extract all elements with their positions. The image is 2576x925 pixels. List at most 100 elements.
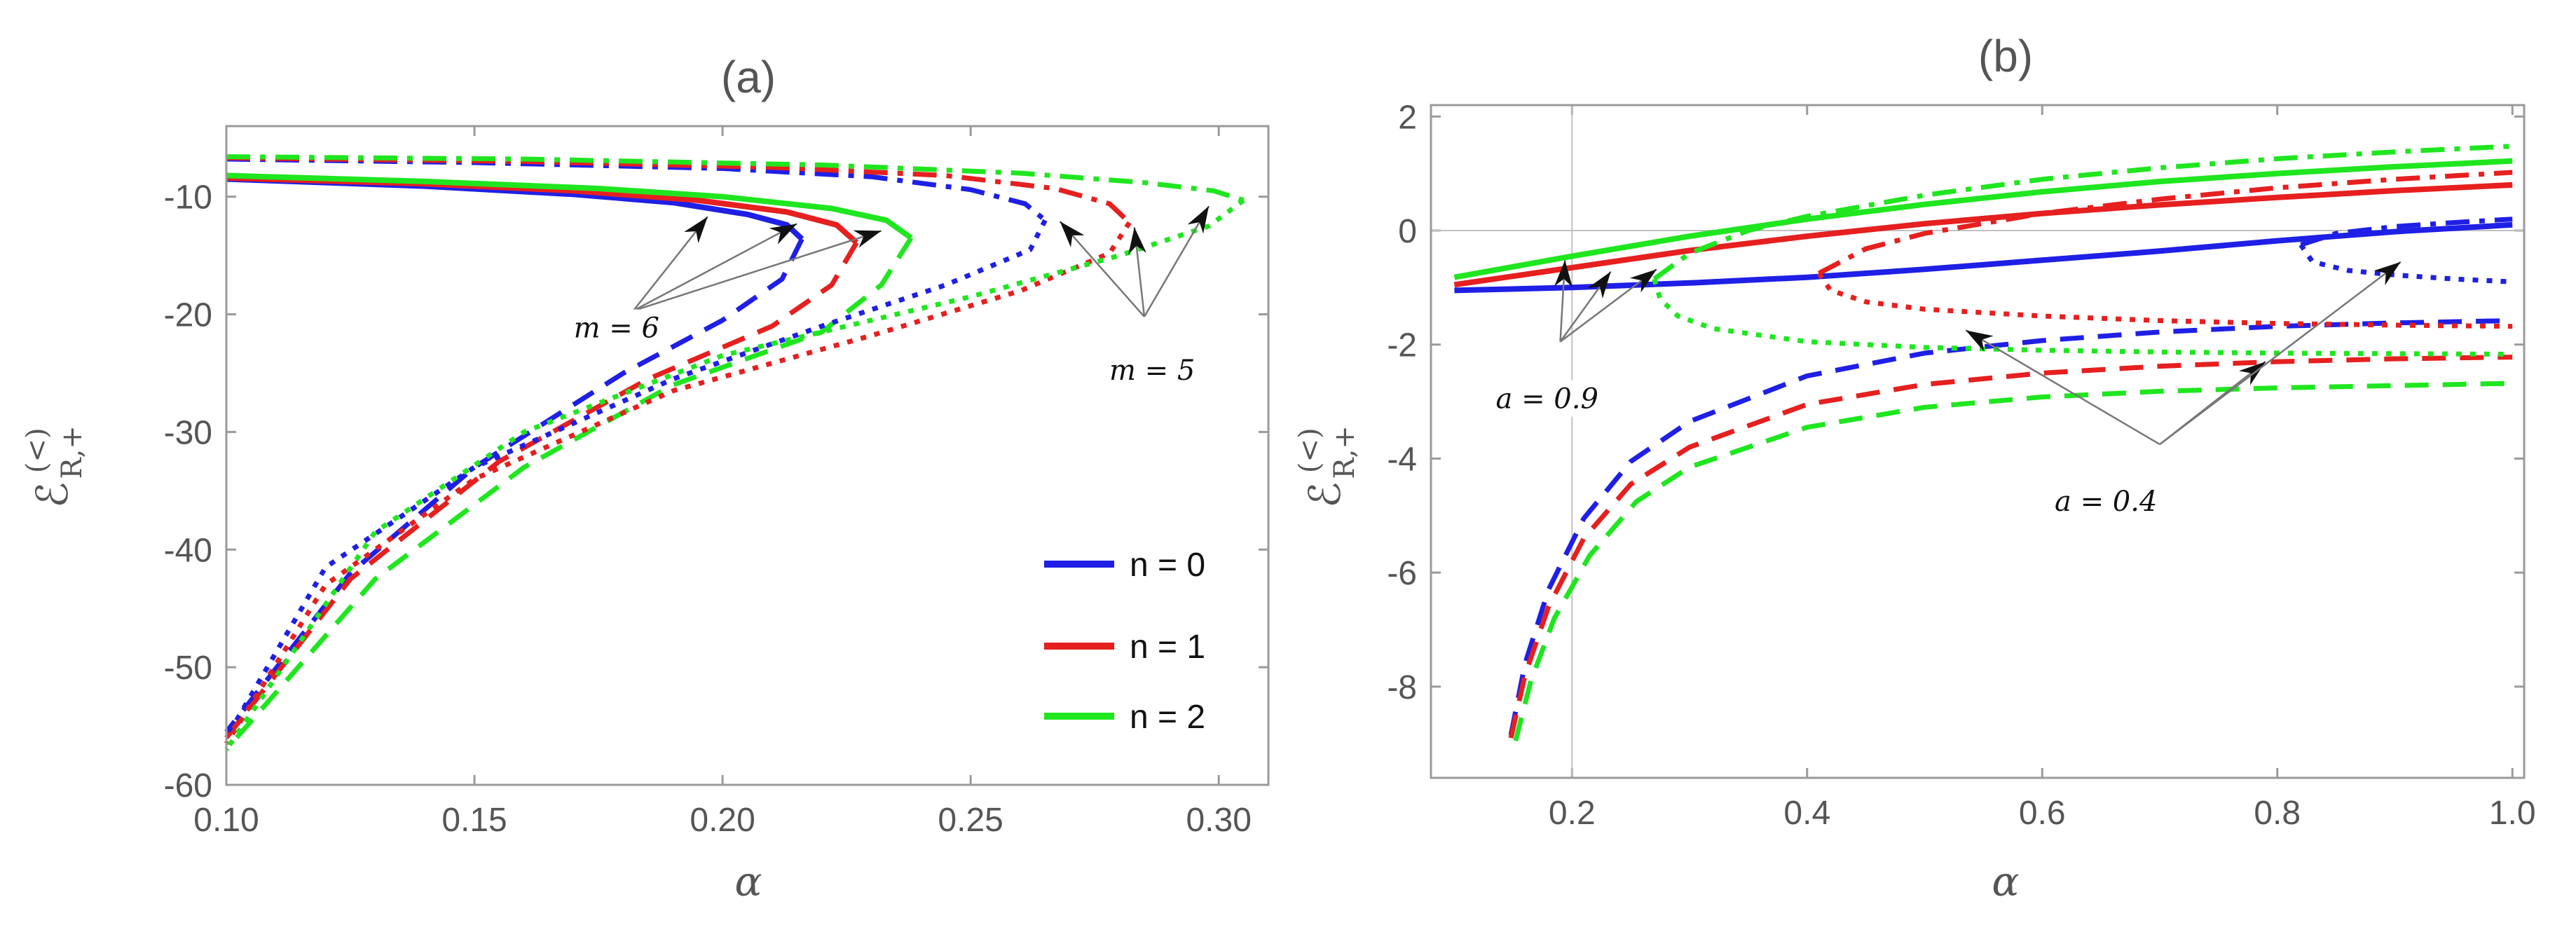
annotation-arrow-line [632, 216, 708, 312]
panel-a-tick-marks [225, 126, 1268, 786]
panel-b-series-group [1453, 144, 2513, 741]
annotation-arrow-head [1629, 269, 1657, 293]
annotation-arrow-head [1554, 260, 1573, 287]
panel-a-annotations: m = 6 m = 5 [568, 205, 1210, 388]
x-tick-label: 0.20 [690, 802, 755, 839]
series-line-n-0-m-6-lower [224, 238, 804, 734]
series-line-n-2-a-0-4-dotted [1652, 278, 2513, 357]
panel-a-x-axis-label: α [734, 858, 762, 905]
y-tick-label: -30 [164, 414, 212, 451]
series-line-n-2-a-0-9-solid [1453, 158, 2513, 280]
y-tick-label: 0 [1398, 213, 1417, 250]
panel-b-plot-frame [1430, 104, 2526, 779]
x-tick-label: 0.8 [2254, 795, 2301, 832]
x-tick-label: 1.0 [2489, 795, 2536, 832]
panel-a-ylabel-sup: (<) [21, 427, 53, 473]
annotation-arrow-line [2159, 261, 2402, 446]
series-line-n-2-m-6-upper [226, 172, 913, 240]
panel-a-ylabel-main: ℰ [27, 481, 78, 508]
y-tick-label: -2 [1387, 327, 1417, 364]
annotation-arrow-head [1060, 221, 1085, 248]
x-tick-label: 0.6 [2019, 795, 2066, 832]
annotation-label-bg [2049, 483, 2183, 520]
annotation-arrow-line [1965, 329, 2160, 446]
annotation-arrow-head [1187, 206, 1210, 234]
x-tick-label: 0.30 [1186, 802, 1251, 839]
annotation-arrow-line [1559, 268, 1657, 343]
y-tick-label: -50 [164, 650, 212, 687]
annotation-arrow-head [2373, 261, 2401, 286]
annotation-label-bg [568, 309, 667, 346]
panel-b-x-tick-labels: 0.2 0.4 0.6 0.8 1.0 [1549, 795, 2536, 832]
panel-a-series-group [224, 154, 1245, 751]
annotation-arrow-line [1059, 221, 1145, 317]
annotation-label: m = 5 [1109, 355, 1195, 387]
series-line-n-0-a-0-9-dashed [1508, 318, 2513, 736]
annotation-arrow-head [684, 217, 708, 244]
series-line-n-1-m-6-lower [224, 241, 859, 740]
panel-b-annotations: a = 0.9 a = 0.4 [1490, 260, 2402, 520]
panel-b-reference-lines [1431, 105, 2524, 778]
series-line-n-2-m-5-upper [226, 154, 1245, 203]
annotation-label: a = 0.9 [1496, 383, 1598, 416]
y-tick-label: -10 [164, 179, 212, 217]
svg-text:ℰ R,+ (<): ℰ R,+ (<) [21, 423, 88, 508]
panel-a-y-axis-label: ℰ R,+ (<) [21, 423, 88, 508]
panel-b-y-tick-labels: -8 -6 -4 -2 0 2 [1387, 99, 1417, 706]
annotation-arrow-line [1143, 205, 1210, 317]
x-tick-label: 0.4 [1783, 795, 1830, 832]
series-line-n-1-m-5-lower [224, 221, 1132, 746]
y-tick-label: -8 [1387, 669, 1417, 706]
series-line-n-2-m-5-lower [224, 198, 1245, 751]
panel-a-title: (a) [721, 52, 776, 102]
legend-label-n2: n = 2 [1130, 699, 1205, 736]
y-tick-label: -60 [164, 767, 212, 804]
annotation-label: m = 6 [574, 313, 659, 345]
panel-b-title: (b) [1978, 31, 2033, 81]
annotation-arrow-head [769, 224, 797, 245]
annotation-arrow-line [633, 230, 882, 312]
panel-b-x-axis-label: α [1992, 858, 2019, 905]
annotation-arrow-line [633, 223, 797, 312]
y-tick-label: -6 [1387, 555, 1417, 592]
annotation-label: a = 0.4 [2055, 486, 2157, 518]
svg-text:ℰ R,+ (<): ℰ R,+ (<) [1294, 423, 1361, 508]
panel-b-ylabel-sub: R,+ [1329, 425, 1361, 479]
panel-b-ylabel-sup: (<) [1294, 427, 1326, 473]
panel-a: (a) 0.10 0.15 0.20 0.25 0.30 -60 -50 -40 -30 -20… [21, 52, 1270, 905]
series-line-n-1-a-0-4-dashdot [1817, 170, 2513, 276]
panel-b-ylabel-main: ℰ [1299, 481, 1350, 508]
panel-b: (b) 0.2 0.4 0.6 0.8 1.0 -8 -6 -4 -2 0 2 α ℰ R,+ (… [1294, 31, 2536, 905]
legend-label-n1: n = 1 [1130, 629, 1205, 666]
series-line-n-0-m-5-lower [224, 219, 1048, 739]
annotation-arrow-head [1966, 330, 1994, 352]
legend: n = 0 n = 1 n = 2 [1044, 547, 1205, 736]
series-line-n-1-a-0-4-dotted [1816, 272, 2513, 329]
y-tick-label: -40 [164, 532, 212, 569]
y-tick-label: -20 [164, 297, 212, 334]
series-line-n-0-a-0-4-dotted [2298, 243, 2513, 285]
series-line-n-2-a-0-4-dashdot [1652, 144, 2513, 281]
x-tick-label: 0.10 [193, 802, 259, 839]
panel-b-tick-marks [1431, 105, 2524, 778]
panel-b-y-axis-label: ℰ R,+ (<) [1294, 423, 1361, 508]
series-line-n-1-a-0-9-solid [1453, 181, 2513, 288]
series-line-n-2-a-0-9-dashed [1513, 381, 2513, 741]
legend-label-n0: n = 0 [1130, 547, 1205, 584]
series-line-n-1-a-0-9-dashed [1508, 355, 2513, 739]
panel-a-plot-frame [225, 125, 1270, 786]
annotation-label-bg [1490, 380, 1624, 417]
panel-a-x-tick-labels: 0.10 0.15 0.20 0.25 0.30 [193, 802, 1252, 839]
y-tick-label: 2 [1398, 99, 1417, 136]
panel-a-y-tick-labels: -60 -50 -40 -30 -20 -10 [164, 179, 212, 804]
series-line-n-0-a-0-9-solid [1454, 221, 2513, 294]
x-tick-label: 0.25 [938, 802, 1003, 839]
annotation-arrow-head [1128, 227, 1146, 255]
panel-a-ylabel-sub: R,+ [56, 425, 88, 479]
annotation-arrow-head [853, 230, 882, 248]
annotation-arrow-head [1587, 271, 1611, 299]
y-tick-label: -4 [1387, 441, 1417, 478]
x-tick-label: 0.2 [1549, 795, 1596, 832]
annotation-label-bg [1103, 351, 1203, 388]
